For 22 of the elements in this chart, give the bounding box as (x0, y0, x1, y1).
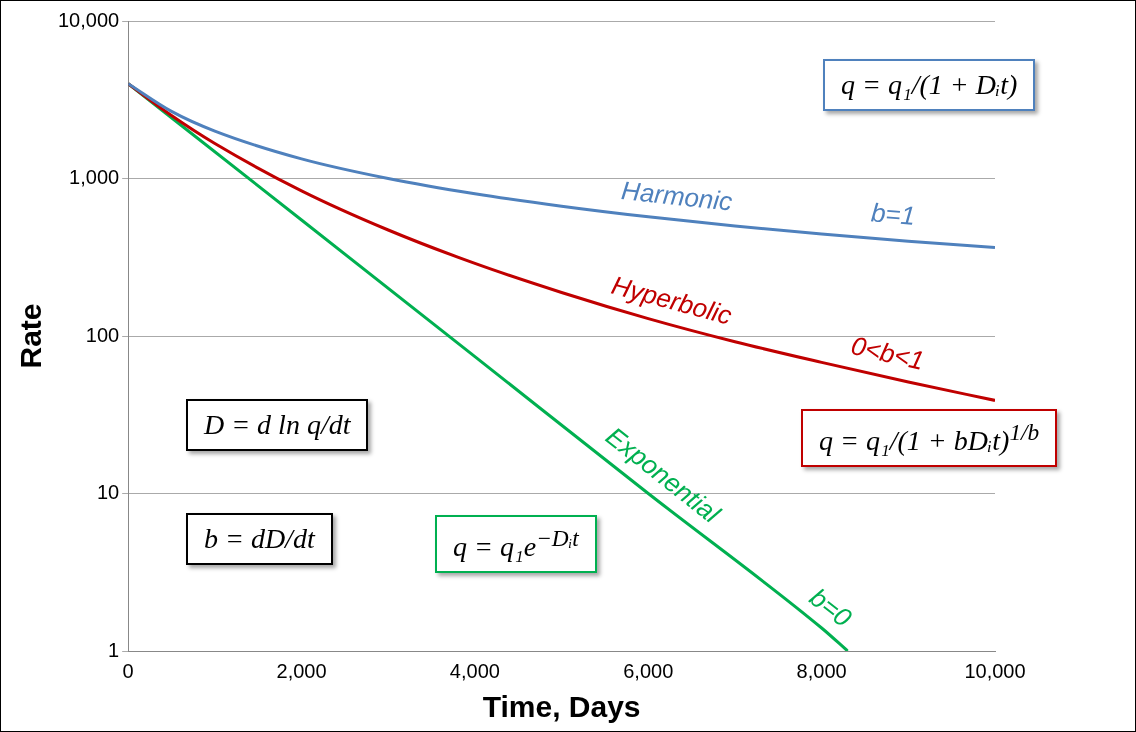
y-tick-label: 10 (96, 481, 120, 504)
annotation: D = d ln q/dt (186, 399, 369, 451)
x-tick-label: 0 (122, 659, 134, 682)
x-axis-title: Time, Days (482, 690, 641, 724)
annotation: b=1 (869, 197, 917, 231)
text: Harmonic (619, 175, 734, 217)
x-tick-label: 4,000 (449, 659, 500, 682)
x-tick-label: 2,000 (276, 659, 327, 682)
y-tick-label: 100 (85, 323, 120, 346)
y-tick-label: 10,000 (58, 8, 120, 31)
y-axis-title: Rate (14, 303, 48, 369)
x-tick-label: 8,000 (796, 659, 847, 682)
x-tick-label: 6,000 (623, 659, 674, 682)
annotation: q = q₁e$^{−Dᵢt}$ (435, 515, 597, 574)
annotation: q = q₁/(1 + Dᵢt) (823, 59, 1036, 111)
annotation: q = q₁/(1 + bDᵢt)$^{1/b}$ (801, 409, 1058, 468)
annotation: b=0 (804, 582, 858, 634)
annotation: 0<b<1 (848, 330, 927, 376)
y-tick-label: 1,000 (69, 166, 120, 189)
x-tick-label: 10,000 (964, 659, 1026, 682)
annotation: b = dD/dt (186, 513, 333, 565)
y-tick-label: 1 (108, 638, 120, 661)
